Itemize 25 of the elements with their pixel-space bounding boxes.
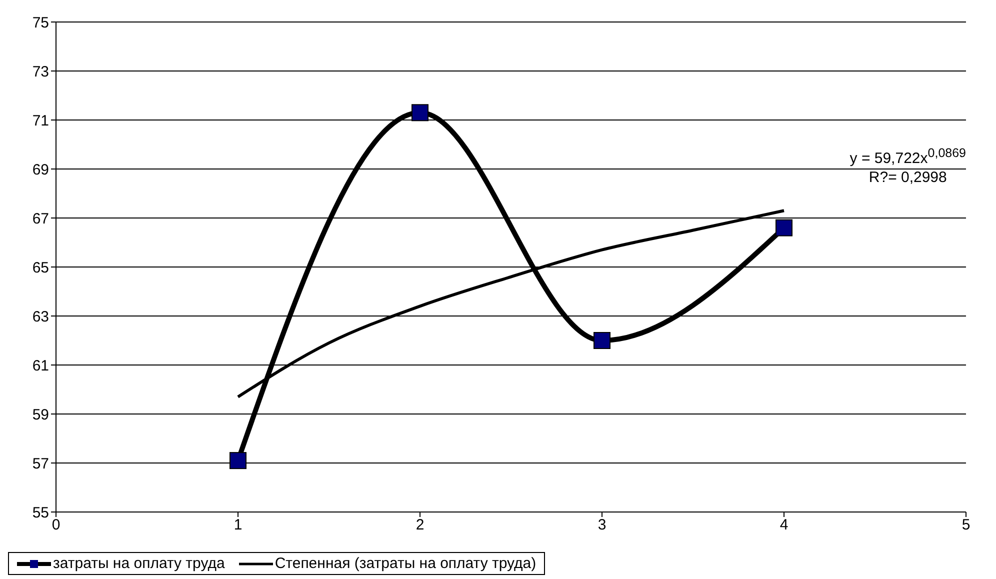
y-tick-label: 65 — [32, 259, 49, 276]
annotation: y = 59,722x$^{0,0869}$ — [850, 145, 966, 168]
legend-label: затраты на оплату труда — [52, 555, 225, 572]
point — [230, 452, 246, 470]
y-tick-label: 59 — [32, 406, 49, 424]
y-tick-label: 73 — [32, 63, 49, 80]
point — [776, 219, 792, 236]
x-tick-label: 0 — [52, 516, 60, 534]
y-tick-label: 71 — [32, 112, 49, 130]
x-tick-label: 4 — [780, 516, 788, 534]
x-tick-label: 2 — [416, 516, 424, 534]
legend-label: Степенная (затраты на оплату труда) — [274, 555, 536, 572]
x-tick-label: 1 — [234, 516, 242, 534]
y-tick-label: 69 — [32, 161, 49, 178]
x-tick-label: 3 — [598, 516, 606, 534]
annotation: R?= 0,2998 — [868, 168, 948, 187]
y-tick-label: 75 — [32, 14, 49, 32]
y-tick-label: 67 — [32, 210, 49, 228]
x-tick-label: 5 — [962, 516, 970, 534]
y-tick-label: 55 — [32, 504, 49, 522]
point — [594, 332, 610, 349]
y-tick-label: 61 — [32, 357, 49, 374]
y-tick-label: 57 — [32, 455, 49, 472]
y-tick-label: 63 — [32, 308, 49, 326]
point — [412, 104, 428, 122]
